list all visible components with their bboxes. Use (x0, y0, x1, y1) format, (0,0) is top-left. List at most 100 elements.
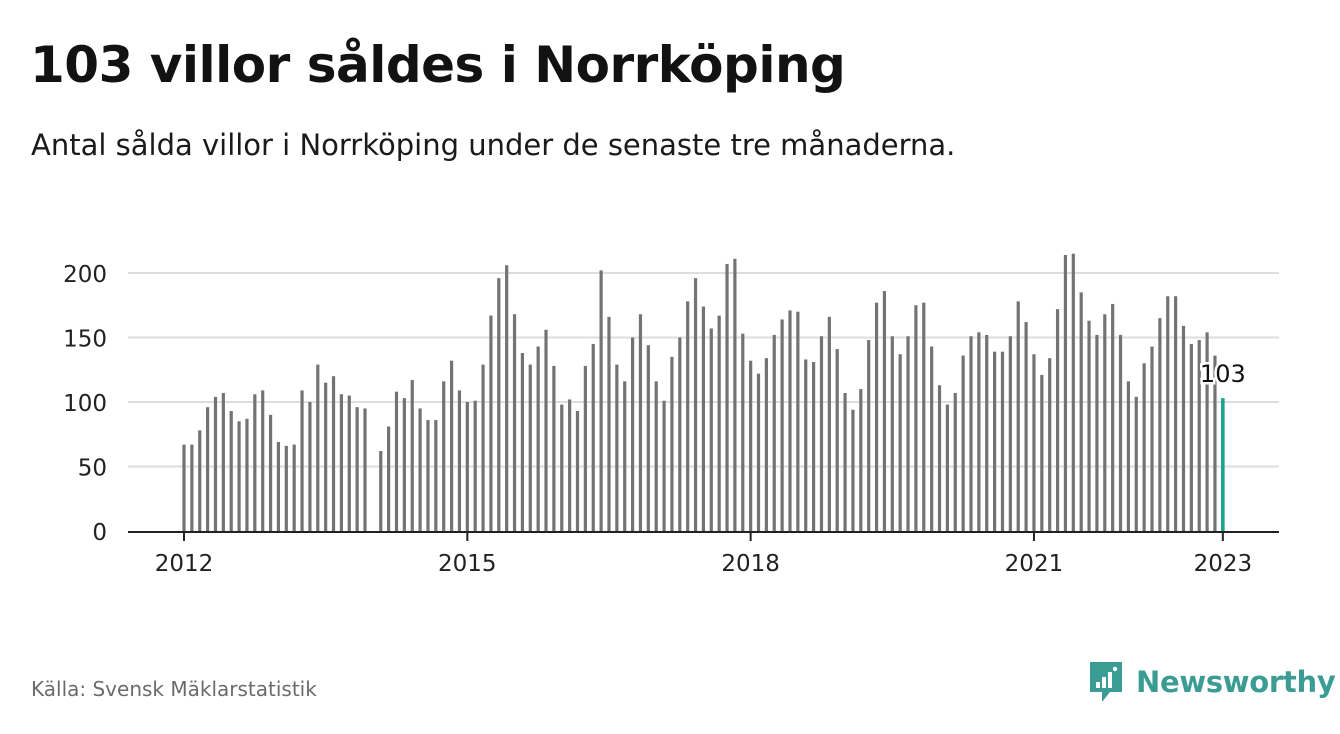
bar (1205, 332, 1209, 531)
bar (284, 445, 288, 531)
bar (1024, 322, 1028, 531)
bar (229, 411, 233, 531)
bar (646, 345, 650, 531)
bar (190, 444, 194, 531)
bar (560, 404, 564, 531)
x-tick-label: 2023 (1194, 551, 1253, 577)
y-axis-ticks: 0 50 100 150 200 (63, 262, 107, 546)
bar (237, 421, 241, 531)
bar (473, 400, 477, 531)
bar (859, 389, 863, 531)
bar (788, 310, 792, 531)
bar (623, 381, 627, 531)
bar (749, 360, 753, 531)
bar (953, 392, 957, 531)
bar (1071, 253, 1075, 531)
bar (1189, 343, 1193, 531)
x-tick-label: 2021 (1005, 551, 1064, 577)
bar (819, 336, 824, 531)
bar (985, 334, 989, 531)
bar (756, 373, 761, 531)
bar (591, 343, 595, 531)
bar (843, 392, 847, 531)
bar (394, 391, 399, 531)
bar (583, 365, 587, 531)
bar (300, 390, 304, 531)
bar (497, 278, 501, 531)
bar (693, 278, 698, 531)
bar (465, 402, 469, 531)
bar (544, 329, 548, 531)
bar (874, 302, 879, 531)
bar (741, 333, 745, 531)
bar (796, 311, 800, 531)
bar (434, 420, 438, 531)
bar (1048, 358, 1052, 531)
bar (387, 426, 391, 531)
bar (607, 316, 611, 531)
bar (276, 441, 281, 531)
bar (355, 407, 359, 531)
bar (402, 398, 406, 531)
bar (316, 364, 320, 531)
bar (1000, 351, 1005, 531)
bar (945, 404, 949, 531)
bar (1111, 303, 1115, 531)
bar (528, 364, 532, 531)
bar (449, 360, 454, 531)
bar (308, 402, 312, 531)
bar (426, 420, 430, 531)
bar (993, 351, 997, 531)
bar (575, 411, 580, 531)
bar (678, 337, 682, 531)
bar (1142, 363, 1146, 531)
bar (1055, 309, 1060, 531)
bar (717, 315, 721, 531)
bar (331, 376, 336, 531)
y-tick-label: 150 (63, 327, 107, 353)
bar (489, 315, 493, 531)
chart-title: 103 villor såldes i Norrköping (30, 36, 846, 94)
bar (733, 258, 737, 531)
brand-logo[interactable]: Newsworthy (1088, 660, 1336, 704)
bar (867, 340, 871, 531)
bar-chart: 0 50 100 150 200 2012 2015 2018 2021 2023 103 (63, 253, 1279, 577)
bar (827, 316, 831, 531)
bar (804, 359, 808, 531)
bar (410, 380, 414, 531)
bar (780, 319, 784, 531)
bar (505, 265, 509, 531)
bar (1126, 381, 1130, 531)
bar (937, 385, 942, 531)
x-axis-ticks: 2012 2015 2018 2021 2023 (155, 533, 1252, 577)
bar (1118, 334, 1123, 531)
bar (481, 364, 485, 531)
bar (1150, 346, 1154, 531)
bar (851, 409, 855, 531)
bars (182, 253, 1225, 531)
bar (213, 396, 218, 531)
bar-latest (1221, 398, 1225, 531)
bar (1087, 320, 1091, 531)
bar (198, 430, 202, 531)
bar (1158, 318, 1162, 531)
highlight-data-label: 103 (1200, 360, 1246, 388)
bar (1181, 325, 1186, 531)
bar (1079, 292, 1083, 531)
bar (961, 355, 965, 531)
bar (261, 390, 265, 531)
bar (725, 263, 729, 531)
bar (638, 314, 643, 531)
bar (701, 306, 706, 531)
bar (898, 354, 902, 531)
bar (662, 400, 666, 531)
bar (363, 408, 367, 531)
bar (906, 336, 910, 531)
bar (686, 301, 690, 531)
bar (536, 346, 540, 531)
bar (670, 356, 674, 531)
bar (457, 390, 462, 531)
y-tick-label: 50 (78, 456, 107, 482)
x-tick-label: 2018 (721, 551, 780, 577)
bar (324, 382, 328, 531)
